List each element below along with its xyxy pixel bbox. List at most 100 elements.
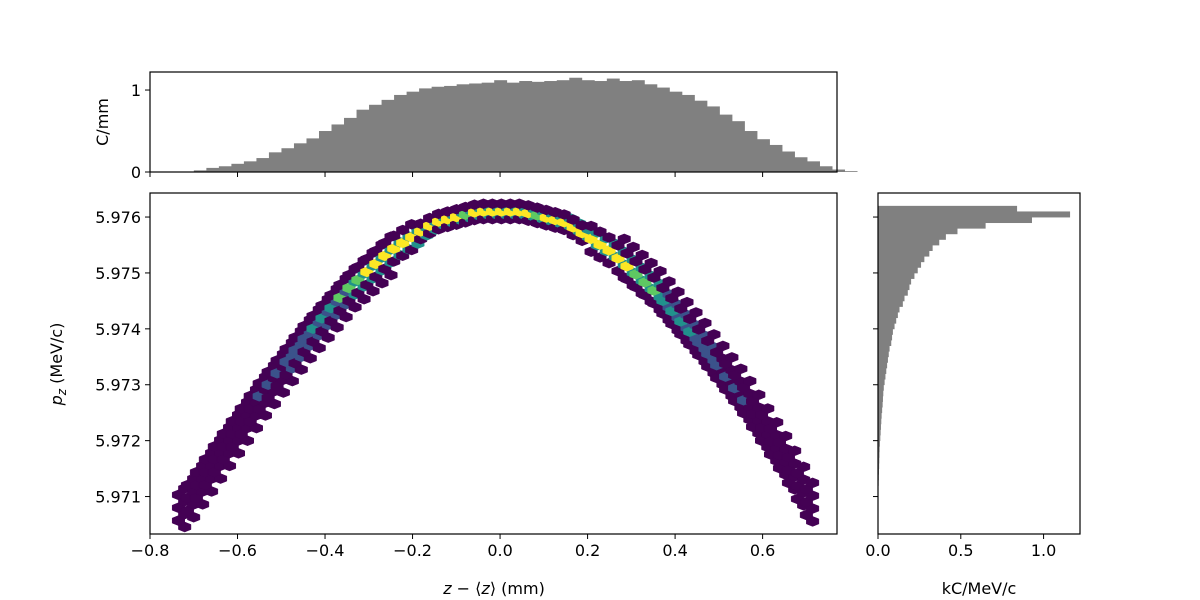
main-ytick-label: 5.972 <box>95 432 141 451</box>
right-histogram-bar <box>878 412 882 419</box>
top-histogram-bar <box>218 166 232 172</box>
right-histogram-bar <box>878 334 893 341</box>
top-histogram-bar <box>494 80 508 172</box>
top-histogram-bar <box>318 131 332 172</box>
right-histogram-bar <box>878 407 883 414</box>
top-histogram-bar <box>381 99 395 172</box>
hexbin-cell <box>752 389 766 401</box>
top-histogram-bar <box>268 152 282 172</box>
hexbin-cell <box>593 226 607 237</box>
right-histogram-bar <box>878 217 1032 224</box>
top-histogram-bar <box>519 81 533 172</box>
top-histogram-bar <box>431 86 445 172</box>
top-ytick-label: 0 <box>131 163 141 182</box>
top-histogram-bar <box>794 157 808 172</box>
main-ytick-label: 5.973 <box>95 376 141 395</box>
right-histogram-bar <box>878 239 940 246</box>
hexbin-cell <box>707 329 721 340</box>
main-xtick-label: −0.6 <box>218 541 257 560</box>
top-histogram-bar <box>344 117 357 172</box>
top-histogram-bar <box>231 163 245 172</box>
right-histogram-bar <box>878 451 880 458</box>
right-histogram-bar <box>878 306 900 313</box>
right-histogram-bar <box>878 244 933 251</box>
top-histogram-frame <box>149 71 838 173</box>
hexbin-cell <box>788 445 802 457</box>
top-histogram-bar <box>206 167 220 172</box>
hexbin-cell <box>635 249 649 261</box>
right-histogram-bar <box>878 373 886 380</box>
right-histogram-frame <box>877 192 1081 535</box>
right-histogram-bar <box>878 211 1071 218</box>
top-histogram-bar <box>293 143 307 172</box>
top-histogram-ylabel: C/mm <box>93 98 112 146</box>
right-histogram-bar <box>878 222 986 229</box>
top-histogram-bar <box>469 83 483 172</box>
right-histogram-bar <box>878 323 895 330</box>
right-histogram-bar <box>878 384 884 391</box>
hexbin-cell <box>617 233 631 245</box>
top-histogram-bar <box>544 81 558 172</box>
hexbin-cell <box>716 340 730 352</box>
hexbin-cell <box>734 363 748 375</box>
top-histogram-bar <box>807 161 820 172</box>
right-histogram-bar <box>878 300 903 307</box>
top-histogram-bar <box>581 80 595 172</box>
right-histogram-bar <box>878 379 885 386</box>
main-hexbin-axes: −0.8 −0.6 −0.4 −0.2 0.0 0.2 0.4 0.6 5.971 5.972 5.… <box>95 192 838 560</box>
right-histogram-bar <box>878 228 958 235</box>
right-histogram-bar <box>878 418 882 425</box>
hexbin-cell <box>725 352 739 363</box>
right-histogram-bar <box>878 345 890 352</box>
hexbin-cell <box>680 296 694 308</box>
right-histogram-axes: 0.0 0.5 1.0 <box>865 192 1081 560</box>
top-histogram-bar <box>832 169 846 172</box>
top-histogram-bar <box>744 131 758 172</box>
right-histogram-bar <box>878 367 887 374</box>
main-ytick-label: 5.971 <box>95 488 141 507</box>
top-histogram-bar <box>331 124 345 172</box>
right-histogram-bar <box>878 429 881 436</box>
hexbin-cell <box>602 232 616 243</box>
top-histogram-bar <box>406 91 420 172</box>
main-xtick-label: −0.4 <box>306 541 345 560</box>
right-xtick-label: 1.0 <box>1031 541 1056 560</box>
main-ytick-label: 5.974 <box>95 320 141 339</box>
top-histogram-bar <box>506 82 520 172</box>
top-histogram-bar <box>256 158 270 172</box>
main-xtick-label: −0.8 <box>131 541 170 560</box>
right-histogram-bar <box>878 278 912 285</box>
hexbin-cell <box>566 214 580 225</box>
top-histogram-bar <box>819 166 833 172</box>
right-histogram-bar <box>878 401 883 408</box>
right-histogram-bar <box>878 205 1018 212</box>
right-histogram-bar <box>878 446 880 453</box>
right-histogram-bar <box>878 289 908 296</box>
main-xtick-label: 0.4 <box>662 541 687 560</box>
hexbin-cell <box>761 403 775 414</box>
right-histogram-bar <box>878 362 888 369</box>
top-histogram-bar <box>281 148 295 172</box>
right-xtick-label: 0.0 <box>865 541 890 560</box>
right-histogram-bar <box>878 457 880 464</box>
right-histogram-bar <box>878 440 880 447</box>
right-histogram-bar <box>878 312 898 319</box>
hexbin-cell <box>584 220 598 232</box>
hexbin-cell <box>698 317 712 329</box>
top-histogram-bar <box>769 144 783 172</box>
top-histogram-bar <box>394 94 407 172</box>
right-xtick-label: 0.5 <box>948 541 973 560</box>
right-histogram-bar <box>878 267 918 274</box>
hexbin-cell <box>689 307 703 318</box>
hexbin-cell <box>644 257 658 269</box>
right-histogram-bar <box>878 356 888 363</box>
main-xlabel: z − ⟨z⟩ (mm) <box>442 579 545 598</box>
top-histogram-bar <box>444 85 458 172</box>
top-histogram-bar <box>594 81 608 172</box>
top-histogram-bar <box>782 151 795 172</box>
top-histogram-bar <box>456 84 470 172</box>
top-histogram-bar <box>193 170 207 172</box>
right-histogram-bar <box>878 295 905 302</box>
hexbin-cell <box>797 461 811 473</box>
top-histogram-bar <box>356 109 370 172</box>
